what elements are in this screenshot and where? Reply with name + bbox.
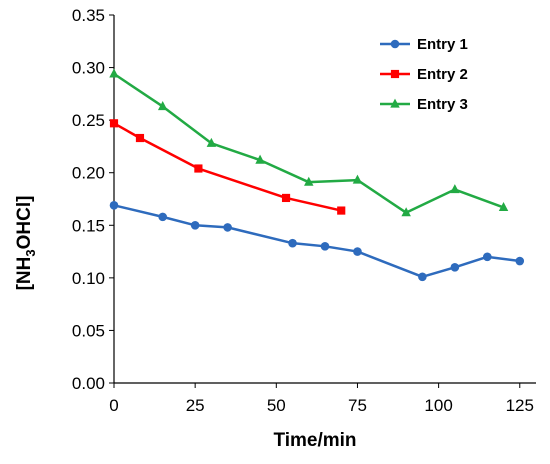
data-point-circle bbox=[450, 263, 460, 272]
data-point-triangle bbox=[498, 201, 509, 212]
data-point-triangle bbox=[304, 176, 314, 186]
legend: Entry 1 Entry 2 Entry 3 bbox=[380, 36, 468, 113]
y-tick-label: 0.30 bbox=[72, 59, 105, 78]
data-point-triangle bbox=[401, 207, 411, 217]
axes bbox=[113, 15, 536, 384]
y-tick-label: 0.10 bbox=[72, 269, 105, 288]
data-point-triangle bbox=[450, 184, 460, 194]
data-point-circle bbox=[320, 242, 330, 251]
data-point-circle bbox=[223, 223, 232, 232]
data-point-square bbox=[337, 206, 346, 215]
y-axis-title-pre: [NH bbox=[14, 257, 35, 291]
data-point-triangle bbox=[390, 98, 400, 108]
x-tick-label: 0 bbox=[109, 396, 118, 415]
data-point-circle bbox=[390, 39, 400, 49]
y-tick-label: 0.15 bbox=[72, 216, 105, 235]
series-entry-1 bbox=[109, 201, 525, 282]
data-point-circle bbox=[353, 247, 362, 256]
y-tick-label: 0.20 bbox=[72, 164, 105, 183]
legend-label: Entry 1 bbox=[417, 36, 468, 53]
y-tick-label: 0.35 bbox=[72, 6, 105, 25]
x-tick-label: 75 bbox=[348, 396, 367, 415]
legend-label: Entry 2 bbox=[417, 66, 468, 83]
y-tick-label: 0.05 bbox=[72, 321, 105, 340]
data-point-square bbox=[109, 119, 119, 128]
data-point-square bbox=[194, 164, 203, 173]
x-tick-label: 125 bbox=[506, 396, 534, 415]
series-line bbox=[113, 72, 504, 214]
x-axis-ticks: 0 25 50 75 100 125 bbox=[109, 383, 534, 415]
y-tick-label: 0.00 bbox=[72, 374, 105, 393]
data-point-triangle bbox=[157, 101, 168, 111]
data-point-triangle bbox=[109, 68, 119, 78]
y-axis-title-sub: 3 bbox=[23, 249, 38, 256]
data-point-triangle bbox=[352, 174, 363, 184]
data-point-triangle bbox=[206, 137, 217, 147]
y-tick-label: 0.25 bbox=[72, 111, 105, 130]
data-point-circle bbox=[418, 272, 427, 282]
data-point-circle bbox=[515, 256, 525, 266]
series-line bbox=[113, 122, 342, 212]
x-tick-label: 100 bbox=[424, 396, 452, 415]
x-tick-label: 25 bbox=[186, 396, 205, 415]
y-axis-title-post: OHCl] bbox=[14, 196, 35, 250]
data-point-circle bbox=[158, 212, 167, 222]
series-entry-2 bbox=[109, 119, 346, 215]
series-layer bbox=[109, 68, 525, 282]
x-tick-label: 50 bbox=[267, 396, 286, 415]
data-point-square bbox=[390, 69, 400, 79]
y-axis-ticks: 0.00 0.05 0.10 0.15 0.20 0.25 0.30 0.35 bbox=[72, 6, 114, 393]
data-point-square bbox=[281, 193, 291, 203]
data-point-square bbox=[135, 133, 145, 143]
data-point-circle bbox=[190, 220, 200, 230]
legend-label: Entry 3 bbox=[417, 96, 468, 113]
y-axis-title: [NH3OHCl] bbox=[14, 196, 38, 291]
data-point-circle bbox=[109, 201, 119, 210]
data-point-triangle bbox=[255, 154, 265, 164]
data-point-circle bbox=[288, 238, 297, 248]
data-point-circle bbox=[483, 252, 492, 262]
x-axis-title: Time/min bbox=[273, 430, 356, 451]
series-entry-3 bbox=[109, 68, 509, 217]
